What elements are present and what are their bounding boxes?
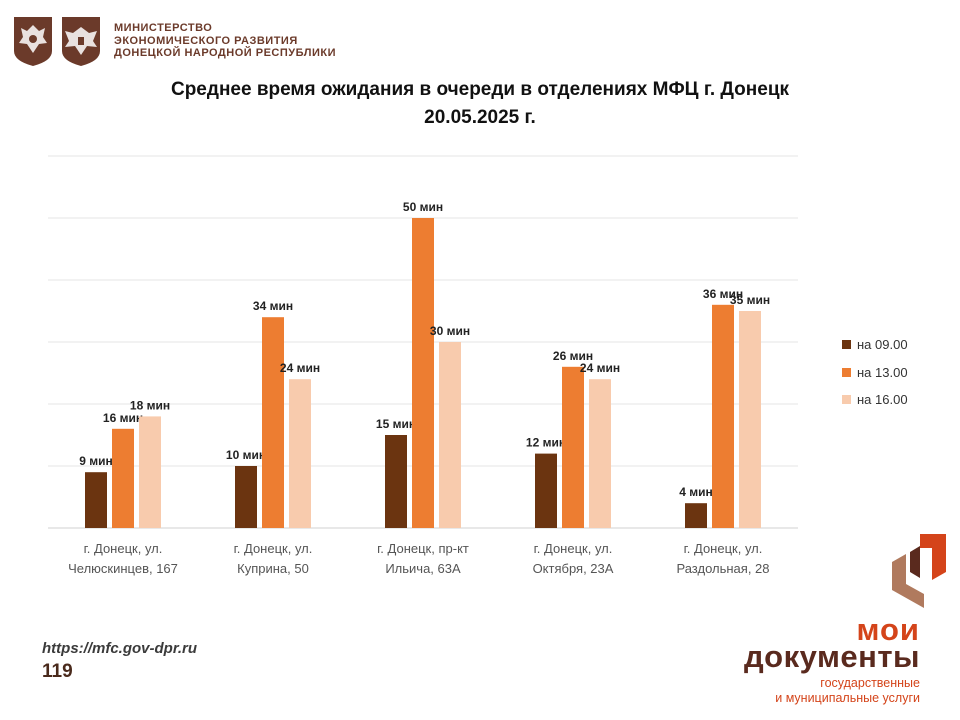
chart-title: Среднее время ожидания в очереди в отдел… [0,76,960,132]
bar [139,416,161,528]
data-label: 50 мин [403,200,443,214]
x-tick-label: Октября, 23А [533,561,614,576]
bar [235,466,257,528]
chart-legend: на 09.00 на 13.00 на 16.00 [842,331,908,414]
bar [289,379,311,528]
bar [562,366,584,528]
ministry-line: МИНИСТЕРСТВО [114,22,213,35]
data-label: 36 мин [703,287,743,301]
data-label: 15 мин [376,417,416,431]
ministry-emblem-icon [60,15,102,67]
bar [112,428,134,528]
x-tick-label: г. Донецк, ул. [84,541,163,556]
x-tick-label: г. Донецк, ул. [684,541,763,556]
legend-item: на 09.00 [842,331,908,359]
bar [412,218,434,528]
website-link[interactable]: https://mfc.gov-dpr.ru [42,640,197,657]
header: МИНИСТЕРСТВО ЭКОНОМИЧЕСКОГО РАЗВИТИЯ ДОН… [12,14,336,68]
x-tick-label: г. Донецк, ул. [234,541,313,556]
data-label: 9 мин [79,454,113,468]
legend-swatch [842,367,851,377]
x-tick-label: Ильича, 63А [385,561,461,576]
data-label: 34 мин [253,299,293,313]
bar [85,472,107,528]
legend-label: на 13.00 [857,364,908,380]
moi-dokumenty-logo-icon [892,534,946,608]
brand-tagline-line: и муниципальные услуги [775,691,920,705]
bar [589,379,611,528]
brand-tagline: государственные и муниципальные услуги [775,676,920,706]
x-tick-label: Куприна, 50 [237,561,309,576]
legend-item: на 13.00 [842,359,908,387]
chart-title-line-1: Среднее время ожидания в очереди в отдел… [170,79,790,100]
ministry-line: ДОНЕЦКОЙ НАРОДНОЙ РЕСПУБЛИКИ [114,47,336,60]
data-label: 10 мин [226,448,266,462]
bar [712,304,734,528]
legend-item: на 16.00 [842,386,908,414]
data-label: 26 мин [553,349,593,363]
ministry-name: МИНИСТЕРСТВО ЭКОНОМИЧЕСКОГО РАЗВИТИЯ ДОН… [114,22,336,60]
coat-of-arms-icon [12,15,54,67]
data-label: 35 мин [730,293,770,307]
data-label: 12 мин [526,436,566,450]
chart-title-line-2: 20.05.2025 г. [424,107,536,128]
data-label: 18 мин [130,398,170,412]
data-label: 24 мин [280,361,320,375]
bar [685,503,707,528]
legend-swatch [842,395,851,405]
page-number: 119 [42,661,73,682]
legend-swatch [842,340,851,350]
data-label: 16 мин [103,411,143,425]
x-tick-label: г. Донецк, пр-кт [377,541,469,556]
bar [385,435,407,528]
brand-name-line-2: документы [743,639,920,674]
x-tick-label: Раздольная, 28 [676,561,769,576]
brand-name-line-1: мои [856,612,920,647]
legend-label: на 16.00 [857,392,908,408]
data-label: 4 мин [679,485,713,499]
ministry-line: ЭКОНОМИЧЕСКОГО РАЗВИТИЯ [114,34,298,47]
bar [739,311,761,528]
bar [262,317,284,528]
bar [439,342,461,528]
brand-tagline-line: государственные [820,676,920,690]
x-tick-label: г. Донецк, ул. [534,541,613,556]
bar [535,453,557,528]
legend-label: на 09.00 [857,337,908,353]
data-label: 24 мин [580,361,620,375]
x-tick-label: Челюскинцев, 167 [68,561,178,576]
data-label: 30 мин [430,324,470,338]
